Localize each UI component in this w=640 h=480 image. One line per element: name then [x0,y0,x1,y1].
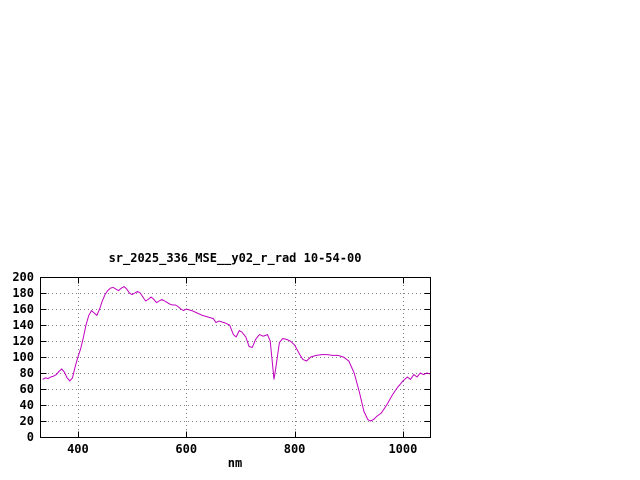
x-tick-label: 1000 [388,442,417,456]
y-tick-label: 160 [12,302,34,316]
x-tick-label: 400 [67,442,89,456]
y-tick-label: 200 [12,270,34,284]
y-tick-label: 0 [27,430,34,444]
y-tick-label: 100 [12,350,34,364]
chart-title: sr_2025_336_MSE__y02_r_rad 10-54-00 [109,251,362,266]
y-tick-label: 180 [12,286,34,300]
x-tick-label: 800 [284,442,306,456]
x-axis-label: nm [228,456,242,470]
x-tick-label: 600 [175,442,197,456]
y-tick-label: 60 [20,382,34,396]
y-tick-label: 120 [12,334,34,348]
tick-labels: 0 20 40 60 80 100 120 140 160 180 200 400 600 800 1000 [12,270,417,456]
grid-lines [40,277,430,437]
axis-ticks [40,277,431,438]
y-tick-label: 140 [12,318,34,332]
y-tick-label: 80 [20,366,34,380]
series-line [42,285,431,422]
y-tick-label: 40 [20,398,34,412]
y-tick-label: 20 [20,414,34,428]
